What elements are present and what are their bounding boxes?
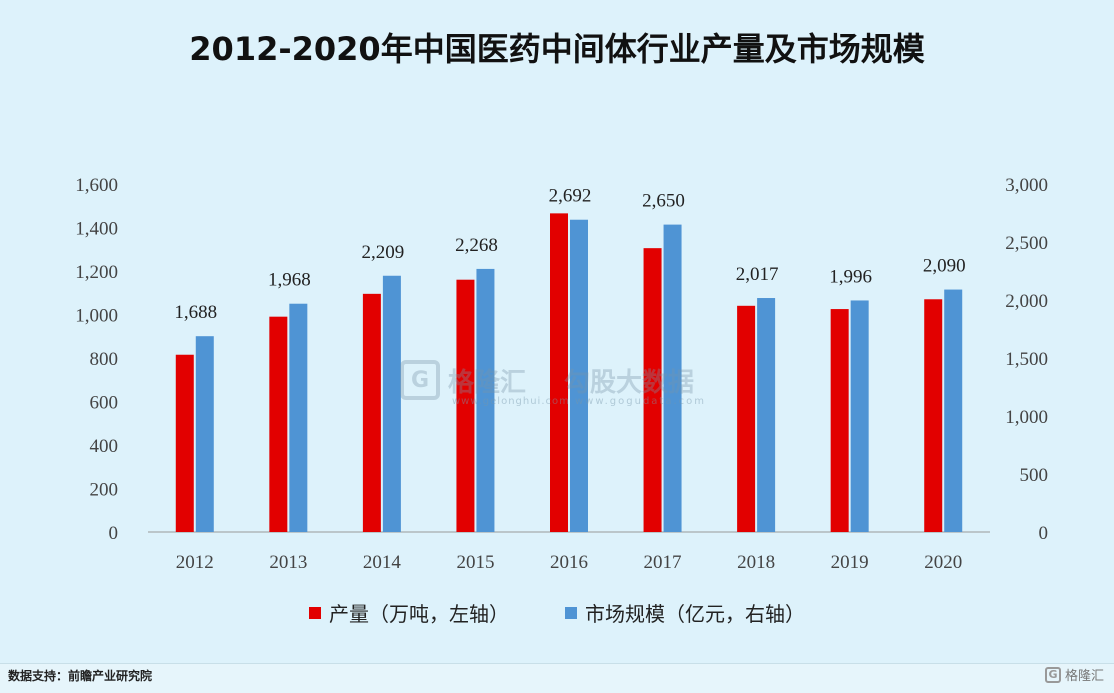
left-axis-tick-label: 600 [90,393,119,414]
bar-production [362,293,381,532]
watermark-brand-url: www.gelonghui.com [452,396,570,407]
bar-production [737,305,756,532]
legend-label-production: 产量（万吨，左轴） [329,602,509,626]
watermark-logo-icon: G [400,360,440,400]
data-label-market: 2,268 [455,235,498,256]
data-label-market: 2,650 [642,191,685,212]
bar-production [269,316,288,532]
watermark: G 格隆汇 勾股大数据 [400,360,694,400]
logo-text: 格隆汇 [1064,669,1104,684]
left-axis-tick-label: 800 [90,349,119,370]
bar-market [570,219,588,532]
left-axis-ticks: 0 200 400 600 800 1,000 1,200 1,400 1,600 [75,175,118,544]
x-axis-tick-label: 2018 [737,552,775,573]
watermark-partner: 勾股大数据 [564,367,695,398]
legend-label-market: 市场规模（亿元，右轴） [585,602,805,626]
bars [175,213,963,533]
left-axis-tick-label: 1,200 [75,262,118,283]
bar-production [456,279,475,532]
x-axis-tick-label: 2013 [269,552,307,573]
bar-production [830,309,849,532]
right-axis-tick-label: 1,000 [1005,407,1048,428]
bar-market [289,303,308,532]
bar-production [175,354,194,532]
watermark-partner-url: www.gogudata.com [575,396,707,407]
left-axis-tick-label: 200 [90,480,119,501]
left-axis-tick-label: 1,600 [75,175,118,196]
bar-market [476,268,495,532]
data-label-market: 2,692 [549,186,592,207]
bar-production [550,213,568,533]
footer-bar [0,663,1114,693]
data-label-market: 2,090 [923,256,966,277]
left-axis-tick-label: 1,400 [75,219,118,240]
x-axis-tick-label: 2020 [924,552,962,573]
right-axis-tick-label: 2,000 [1005,291,1048,312]
x-axis-tick-label: 2012 [176,552,214,573]
right-axis-tick-label: 2,500 [1005,233,1048,254]
bar-market [663,224,682,532]
left-axis-tick-label: 0 [109,523,119,544]
data-label-market: 1,688 [174,302,217,323]
legend-item-production: 产量（万吨，左轴） [309,598,509,627]
bar-market [382,275,401,532]
bar-market [850,300,869,532]
logo-icon: G [1044,666,1061,683]
right-axis-tick-label: 500 [1020,465,1049,486]
bar-chart: 0 200 400 600 800 1,000 1,200 1,400 1,600 0 500 1,… [75,175,1048,573]
right-axis-tick-label: 0 [1039,523,1049,544]
x-axis-tick-label: 2014 [363,552,402,573]
legend: 产量（万吨，左轴） 市场规模（亿元，右轴） [0,598,1114,627]
left-axis-tick-label: 400 [90,436,119,457]
data-label-market: 1,968 [268,270,311,291]
footer-logo: G 格隆汇 [1044,665,1104,684]
data-labels: 1,688 1,968 2,209 2,268 2,692 2,650 2,017 1,996… [174,186,965,323]
x-axis-tick-label: 2015 [456,552,494,573]
bar-production [643,248,662,532]
bar-market [757,298,776,532]
right-axis-tick-label: 3,000 [1005,175,1048,196]
x-axis-tick-label: 2019 [831,552,869,573]
x-axis-tick-label: 2016 [550,552,588,573]
source-note: 数据支持：前瞻产业研究院 [8,669,153,683]
legend-swatch-market [565,606,577,619]
x-axis-tick-label: 2017 [644,552,682,573]
left-axis-tick-label: 1,000 [75,306,118,327]
legend-item-market: 市场规模（亿元，右轴） [565,598,805,627]
bar-market [944,289,963,532]
bar-market [195,336,214,532]
data-label-market: 1,996 [829,266,872,287]
x-axis-ticks: 2012 2013 2014 2015 2016 2017 2018 2019 2020 [176,552,962,573]
right-axis-tick-label: 1,500 [1005,349,1048,370]
watermark-brand: 格隆汇 [448,367,527,398]
data-label-market: 2,209 [362,242,405,263]
bar-production [924,299,943,532]
right-axis-ticks: 0 500 1,000 1,500 2,000 2,500 3,000 [1005,175,1048,544]
legend-swatch-production [309,606,321,619]
data-label-market: 2,017 [736,264,779,285]
chart-title: 2012-2020年中国医药中间体行业产量及市场规模 [189,30,925,68]
